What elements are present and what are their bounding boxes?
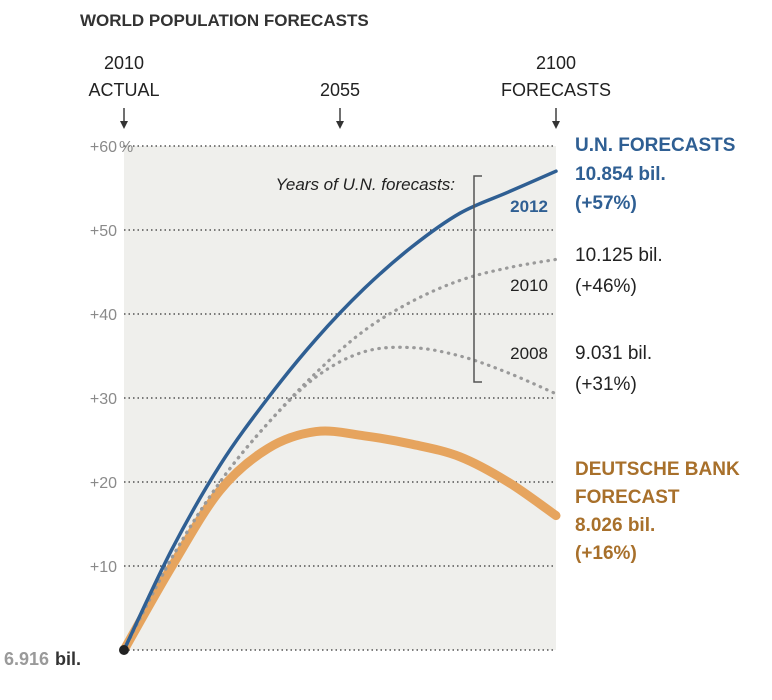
y-tick-label: +60: [90, 139, 117, 156]
start-point: [119, 645, 129, 655]
x-marker-arrow-head: [120, 121, 128, 129]
y-tick-label: +50: [90, 223, 117, 240]
x-marker-label: ACTUAL: [88, 80, 159, 100]
series-line-deutsche-bank-forecast: [119, 426, 561, 655]
series-end-label: U.N. FORECASTS: [575, 135, 735, 156]
chart-title: WORLD POPULATION FORECASTS: [80, 11, 369, 30]
series-end-label: 10.125 bil.: [575, 245, 663, 266]
bracket-note: Years of U.N. forecasts:: [275, 175, 455, 194]
series-end-label: DEUTSCHE BANK: [575, 459, 740, 480]
series-line-2012: [122, 169, 558, 652]
forecast-year-label: 2010: [510, 276, 548, 295]
series-end-label: FORECAST: [575, 487, 680, 508]
start-value-label: 6.916 bil.: [4, 649, 81, 669]
forecast-year-label: 2008: [510, 344, 548, 363]
y-tick-label: +10: [90, 559, 117, 576]
x-marker-arrow-head: [552, 121, 560, 129]
x-markers: 2010 ACTUAL 2055 2100 FORECASTS: [88, 53, 611, 129]
series-line-2010: [122, 257, 558, 652]
grid-lines: [124, 145, 556, 651]
series-lines: [119, 169, 561, 655]
labels: +10 +20 +30 +40 +50 +60 % 6.916 bil. Years of U.N…: [4, 135, 740, 669]
series-end-label: (+31%): [575, 374, 637, 395]
series-end-label: 10.854 bil.: [575, 164, 666, 185]
start-value-number: 6.916: [4, 649, 49, 669]
y-unit-label: %: [119, 139, 133, 156]
series-end-label: (+16%): [575, 543, 637, 564]
series-end-label: 8.026 bil.: [575, 515, 655, 536]
y-tick-label: +30: [90, 391, 117, 408]
forecast-years-bracket: [473, 175, 482, 383]
series-end-label: 9.031 bil.: [575, 343, 652, 364]
series-end-label: (+46%): [575, 276, 637, 297]
y-tick-label: +20: [90, 475, 117, 492]
series-end-label: (+57%): [575, 193, 637, 214]
x-marker-label: FORECASTS: [501, 80, 611, 100]
x-marker-label: 2010: [104, 53, 144, 73]
x-marker-label: 2100: [536, 53, 576, 73]
y-tick-label: +40: [90, 307, 117, 324]
forecast-year-label: 2012: [510, 197, 548, 216]
x-marker-arrow-head: [336, 121, 344, 129]
start-value-unit: bil.: [55, 649, 81, 669]
x-marker-label: 2055: [320, 80, 360, 100]
